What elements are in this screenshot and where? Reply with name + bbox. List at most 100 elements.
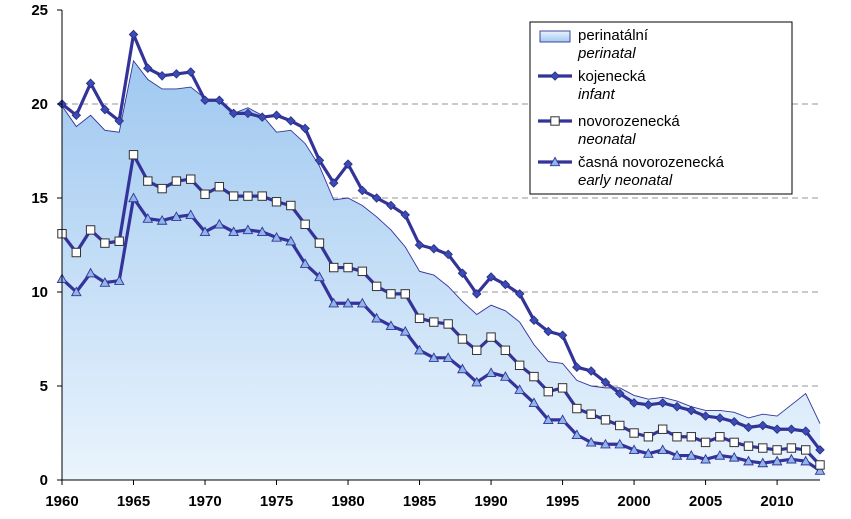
data-point [472,345,482,355]
data-point [343,159,353,169]
axes [57,9,820,485]
data-point [471,376,483,387]
data-point [357,185,368,196]
data-point [442,352,454,362]
data-point [585,436,597,447]
legend-label: novorozenecká [578,113,680,130]
data-point [128,29,139,40]
data-point [743,455,754,466]
data-point [629,428,639,438]
data-point [643,448,654,458]
data-point [199,226,211,236]
data-point [343,262,353,273]
data-point [99,277,111,287]
series-early-neonatal [56,192,826,475]
y-tick-label: 0 [40,472,48,489]
data-point [514,360,525,371]
data-point [356,297,368,308]
data-point [357,266,368,277]
data-point [700,453,711,464]
data-point [443,319,453,329]
x-tick-label: 1965 [117,493,150,510]
data-point [443,249,453,260]
data-point [228,108,239,119]
data-point [300,123,310,134]
data-point [543,326,554,337]
data-point [157,71,167,81]
data-point [128,150,139,160]
data-point [557,330,568,341]
series-neonatal [57,150,825,470]
data-point [671,450,683,460]
data-point [328,297,340,308]
data-point [757,457,769,468]
data-point [572,362,582,372]
legend-label-en: infant [578,86,616,103]
data-point [571,429,583,440]
data-point [814,465,826,475]
data-point [643,400,654,410]
data-point [586,366,596,376]
data-point [629,398,639,408]
data-point [643,432,654,442]
data-point [143,63,153,74]
legend-swatch-perinatal [539,30,571,43]
data-point [386,289,396,299]
data-point [729,437,739,448]
data-point [429,317,439,327]
data-point [700,437,711,448]
legend-label-en: early neonatal [578,172,673,189]
series-lines [56,29,826,475]
data-point [772,445,782,455]
data-point [615,388,625,399]
y-tick-label: 25 [31,2,48,19]
legend-marker [550,71,560,81]
data-point [286,200,296,211]
data-point [485,367,497,377]
data-point [529,371,539,382]
data-point [758,420,768,431]
data-point [371,193,382,203]
data-point [728,451,740,462]
data-point [157,183,167,194]
data-point [414,313,425,324]
data-point [328,178,339,188]
data-point [758,443,768,453]
data-point [271,110,282,121]
data-point [471,289,482,299]
series-infant [57,29,825,455]
data-point [385,320,397,330]
data-point [600,415,611,425]
data-point [399,325,411,336]
data-point [286,116,296,126]
data-point [615,420,625,431]
data-point [71,247,82,258]
data-point [185,209,197,220]
data-point [771,455,783,466]
x-tick-label: 1975 [260,493,293,510]
x-tick-label: 2000 [617,493,650,510]
data-point [257,191,267,201]
data-point [800,445,811,455]
data-point [114,236,124,246]
data-point [70,286,82,297]
y-tick-label: 10 [31,284,48,301]
data-point [85,78,96,89]
data-point [614,438,626,449]
data-point [529,315,539,325]
data-point [285,235,297,246]
data-point [329,262,339,273]
perinatal-area [61,59,821,480]
data-point [143,176,153,186]
data-point [400,289,410,299]
legend-label-en: perinatal [577,45,636,62]
data-point [256,226,268,236]
data-point [542,414,554,424]
data-point [243,108,253,119]
data-point [514,384,526,394]
x-tick-label: 1970 [188,493,221,510]
data-point [113,275,125,285]
data-point [214,182,225,192]
data-point [600,438,611,449]
data-point [657,444,669,455]
